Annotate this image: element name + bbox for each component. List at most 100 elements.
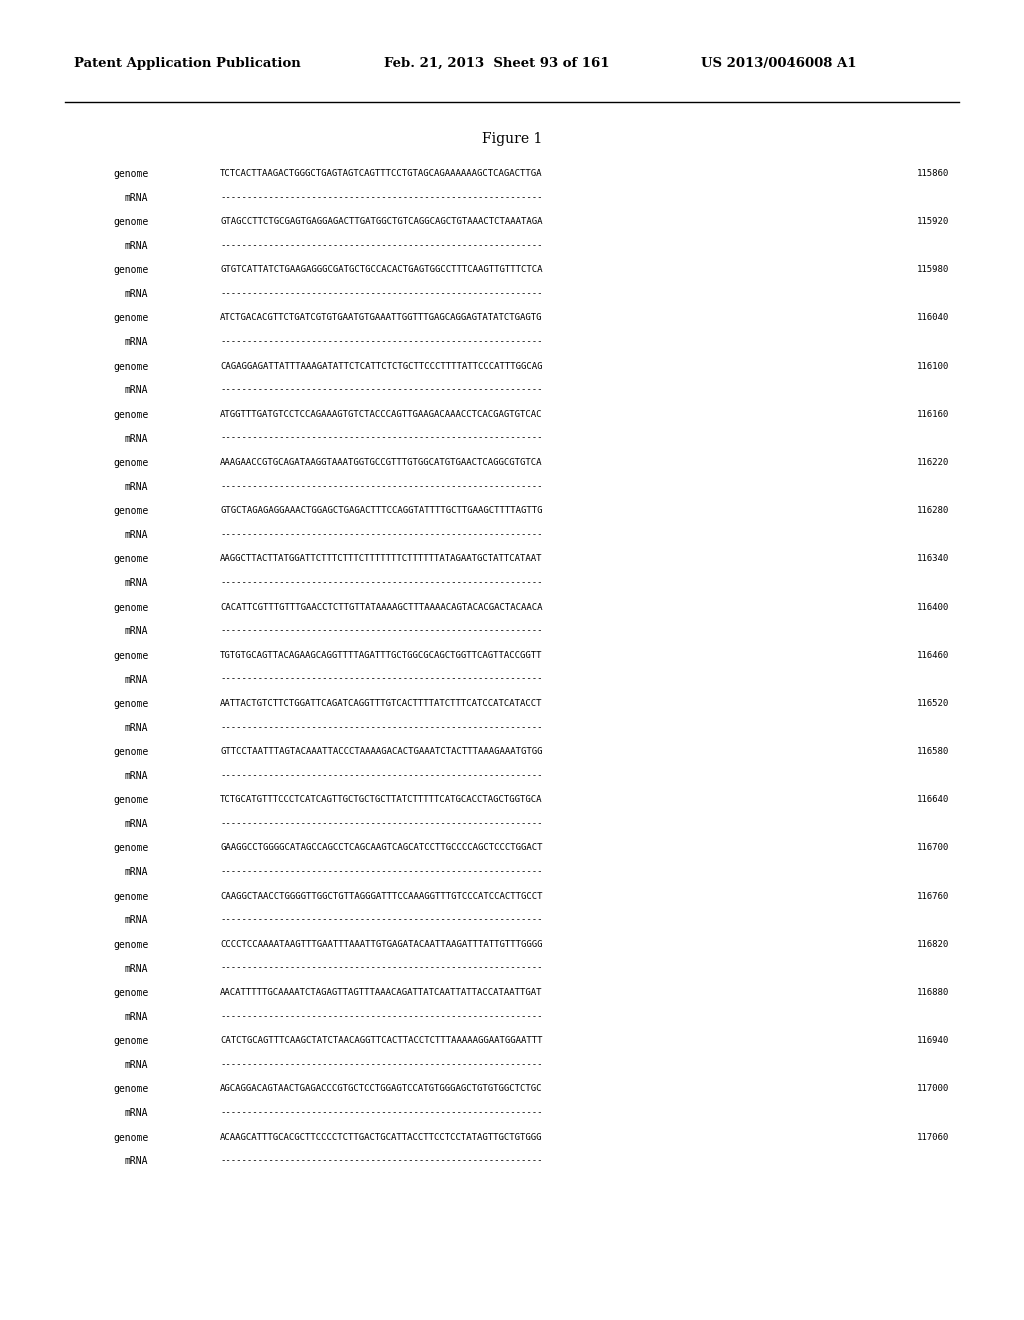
Text: genome: genome (114, 1133, 148, 1143)
Text: GTGCTAGAGAGGAAACTGGAGCTGAGACTTTCCAGGTATTTTGCTTGAAGCTTTTAGTTG: GTGCTAGAGAGGAAACTGGAGCTGAGACTTTCCAGGTATT… (220, 506, 543, 515)
Text: genome: genome (114, 554, 148, 565)
Text: TCTGCATGTTTCCCTCATCAGTTGCTGCTGCTTATCTTTTTCATGCACCTAGCTGGTGCA: TCTGCATGTTTCCCTCATCAGTTGCTGCTGCTTATCTTTT… (220, 795, 543, 804)
Text: 116400: 116400 (916, 602, 948, 611)
Text: 116460: 116460 (916, 651, 948, 660)
Text: ------------------------------------------------------------: ----------------------------------------… (220, 675, 543, 684)
Text: ------------------------------------------------------------: ----------------------------------------… (220, 915, 543, 924)
Text: ------------------------------------------------------------: ----------------------------------------… (220, 1107, 543, 1117)
Text: ------------------------------------------------------------: ----------------------------------------… (220, 529, 543, 539)
Text: ------------------------------------------------------------: ----------------------------------------… (220, 1060, 543, 1069)
Text: ------------------------------------------------------------: ----------------------------------------… (220, 433, 543, 442)
Text: mRNA: mRNA (125, 385, 148, 396)
Text: CAGAGGAGATTATTTAAAGATATTCTCATTCTCTGCTTCCCTTTTATTCCCATTTGGCAG: CAGAGGAGATTATTTAAAGATATTCTCATTCTCTGCTTCC… (220, 362, 543, 371)
Text: 116760: 116760 (916, 891, 948, 900)
Text: mRNA: mRNA (125, 722, 148, 733)
Text: 116040: 116040 (916, 313, 948, 322)
Text: 115920: 115920 (916, 216, 948, 226)
Text: mRNA: mRNA (125, 289, 148, 300)
Text: CAAGGCTAACCTGGGGTTGGCTGTTAGGGATTTCCAAAGGTTTGTCCCATCCACTTGCCT: CAAGGCTAACCTGGGGTTGGCTGTTAGGGATTTCCAAAGG… (220, 891, 543, 900)
Text: genome: genome (114, 747, 148, 758)
Text: 116700: 116700 (916, 843, 948, 853)
Text: 116520: 116520 (916, 698, 948, 708)
Text: genome: genome (114, 362, 148, 372)
Text: ------------------------------------------------------------: ----------------------------------------… (220, 289, 543, 298)
Text: Figure 1: Figure 1 (482, 132, 542, 147)
Text: ------------------------------------------------------------: ----------------------------------------… (220, 867, 543, 876)
Text: genome: genome (114, 313, 148, 323)
Text: mRNA: mRNA (125, 867, 148, 878)
Text: mRNA: mRNA (125, 626, 148, 636)
Text: mRNA: mRNA (125, 482, 148, 492)
Text: 116640: 116640 (916, 795, 948, 804)
Text: mRNA: mRNA (125, 433, 148, 444)
Text: ------------------------------------------------------------: ----------------------------------------… (220, 578, 543, 587)
Text: genome: genome (114, 795, 148, 805)
Text: mRNA: mRNA (125, 529, 148, 540)
Text: genome: genome (114, 651, 148, 661)
Text: CACATTCGTTTGTTTGAACCTCTTGTTATAAAAGCTTTAAAACAGTACACGACTACAACA: CACATTCGTTTGTTTGAACCTCTTGTTATAAAAGCTTTAA… (220, 602, 543, 611)
Text: GTAGCCTTCTGCGAGTGAGGAGACTTGATGGCTGTCAGGCAGCTGTAAACTCTAAATAGA: GTAGCCTTCTGCGAGTGAGGAGACTTGATGGCTGTCAGGC… (220, 216, 543, 226)
Text: genome: genome (114, 843, 148, 854)
Text: genome: genome (114, 409, 148, 420)
Text: GAAGGCCTGGGGCATAGCCAGCCTCAGCAAGTCAGCATCCTTGCCCCAGCTCCCTGGACT: GAAGGCCTGGGGCATAGCCAGCCTCAGCAAGTCAGCATCC… (220, 843, 543, 853)
Text: mRNA: mRNA (125, 818, 148, 829)
Text: mRNA: mRNA (125, 675, 148, 685)
Text: genome: genome (114, 1084, 148, 1094)
Text: 116880: 116880 (916, 987, 948, 997)
Text: ------------------------------------------------------------: ----------------------------------------… (220, 385, 543, 395)
Text: 116220: 116220 (916, 458, 948, 467)
Text: Feb. 21, 2013  Sheet 93 of 161: Feb. 21, 2013 Sheet 93 of 161 (384, 57, 609, 70)
Text: ACAAGCATTTGCACGCTTCCCCTCTTGACTGCATTACCTTCCTCCTATAGTTGCTGTGGG: ACAAGCATTTGCACGCTTCCCCTCTTGACTGCATTACCTT… (220, 1133, 543, 1142)
Text: genome: genome (114, 1036, 148, 1047)
Text: GTGTCATTATCTGAAGAGGGCGATGCTGCCACACTGAGTGGCCTTTCAAGTTGTTTCTCA: GTGTCATTATCTGAAGAGGGCGATGCTGCCACACTGAGTG… (220, 265, 543, 275)
Text: genome: genome (114, 891, 148, 902)
Text: CATCTGCAGTTTCAAGCTATCTAACAGGTTCACTTACCTCTTTAAAAAGGAATGGAATTT: CATCTGCAGTTTCAAGCTATCTAACAGGTTCACTTACCTC… (220, 1036, 543, 1045)
Text: 116940: 116940 (916, 1036, 948, 1045)
Text: ATCTGACACGTTCTGATCGTGTGAATGTGAAATTGGTTTGAGCAGGAGTATATCTGAGTG: ATCTGACACGTTCTGATCGTGTGAATGTGAAATTGGTTTG… (220, 313, 543, 322)
Text: mRNA: mRNA (125, 1060, 148, 1071)
Text: AAGGCTTACTTATGGATTCTTTCTTTCTTTTTTTCTTTTTTATAGAATGCTATTCATAAT: AAGGCTTACTTATGGATTCTTTCTTTCTTTTTTTCTTTTT… (220, 554, 543, 564)
Text: 116820: 116820 (916, 940, 948, 949)
Text: genome: genome (114, 265, 148, 276)
Text: genome: genome (114, 458, 148, 469)
Text: ------------------------------------------------------------: ----------------------------------------… (220, 771, 543, 780)
Text: ------------------------------------------------------------: ----------------------------------------… (220, 193, 543, 202)
Text: genome: genome (114, 169, 148, 180)
Text: ------------------------------------------------------------: ----------------------------------------… (220, 242, 543, 249)
Text: genome: genome (114, 940, 148, 950)
Text: 115860: 115860 (916, 169, 948, 178)
Text: 117000: 117000 (916, 1084, 948, 1093)
Text: 116100: 116100 (916, 362, 948, 371)
Text: 116340: 116340 (916, 554, 948, 564)
Text: TCTCACTTAAGACTGGGCTGAGTAGTCAGTTTCCTGTAGCAGAAAAAAGCTCAGACTTGA: TCTCACTTAAGACTGGGCTGAGTAGTCAGTTTCCTGTAGC… (220, 169, 543, 178)
Text: genome: genome (114, 216, 148, 227)
Text: mRNA: mRNA (125, 337, 148, 347)
Text: CCCCTCCAAAATAAGTTTGAATTTAAATTGTGAGATACAATTAAGATTTATTGTTTGGGG: CCCCTCCAAAATAAGTTTGAATTTAAATTGTGAGATACAA… (220, 940, 543, 949)
Text: mRNA: mRNA (125, 915, 148, 925)
Text: genome: genome (114, 987, 148, 998)
Text: genome: genome (114, 698, 148, 709)
Text: mRNA: mRNA (125, 1107, 148, 1118)
Text: ------------------------------------------------------------: ----------------------------------------… (220, 818, 543, 828)
Text: ------------------------------------------------------------: ----------------------------------------… (220, 1011, 543, 1020)
Text: 116280: 116280 (916, 506, 948, 515)
Text: ------------------------------------------------------------: ----------------------------------------… (220, 1156, 543, 1166)
Text: AATTACTGTCTTCTGGATTCAGATCAGGTTTGTCACTTTTATCTTTCATCCATCATACCT: AATTACTGTCTTCTGGATTCAGATCAGGTTTGTCACTTTT… (220, 698, 543, 708)
Text: AACATTTTTGCAAAATCTAGAGTTAGTTTAAACAGATTATCAATTATTACCATAATTGAT: AACATTTTTGCAAAATCTAGAGTTAGTTTAAACAGATTAT… (220, 987, 543, 997)
Text: mRNA: mRNA (125, 193, 148, 203)
Text: ------------------------------------------------------------: ----------------------------------------… (220, 626, 543, 635)
Text: AAAGAACCGTGCAGATAAGGTAAATGGTGCCGTTTGTGGCATGTGAACTCAGGCGTGTCA: AAAGAACCGTGCAGATAAGGTAAATGGTGCCGTTTGTGGC… (220, 458, 543, 467)
Text: GTTCCTAATTTAGTACAAATTACCCTAAAAGACACTGAAATCTACTTTAAAGAAATGTGG: GTTCCTAATTTAGTACAAATTACCCTAAAAGACACTGAAA… (220, 747, 543, 756)
Text: mRNA: mRNA (125, 964, 148, 974)
Text: ------------------------------------------------------------: ----------------------------------------… (220, 337, 543, 346)
Text: mRNA: mRNA (125, 1011, 148, 1022)
Text: 116580: 116580 (916, 747, 948, 756)
Text: mRNA: mRNA (125, 242, 148, 251)
Text: 115980: 115980 (916, 265, 948, 275)
Text: mRNA: mRNA (125, 771, 148, 781)
Text: ------------------------------------------------------------: ----------------------------------------… (220, 482, 543, 491)
Text: mRNA: mRNA (125, 578, 148, 589)
Text: AGCAGGACAGTAACTGAGACCCGTGCTCCTGGAGTCCATGTGGGAGCTGTGTGGCTCTGC: AGCAGGACAGTAACTGAGACCCGTGCTCCTGGAGTCCATG… (220, 1084, 543, 1093)
Text: TGTGTGCAGTTACAGAAGCAGGTTTTAGATTTGCTGGCGCAGCTGGTTCAGTTACCGGTT: TGTGTGCAGTTACAGAAGCAGGTTTTAGATTTGCTGGCGC… (220, 651, 543, 660)
Text: ------------------------------------------------------------: ----------------------------------------… (220, 964, 543, 973)
